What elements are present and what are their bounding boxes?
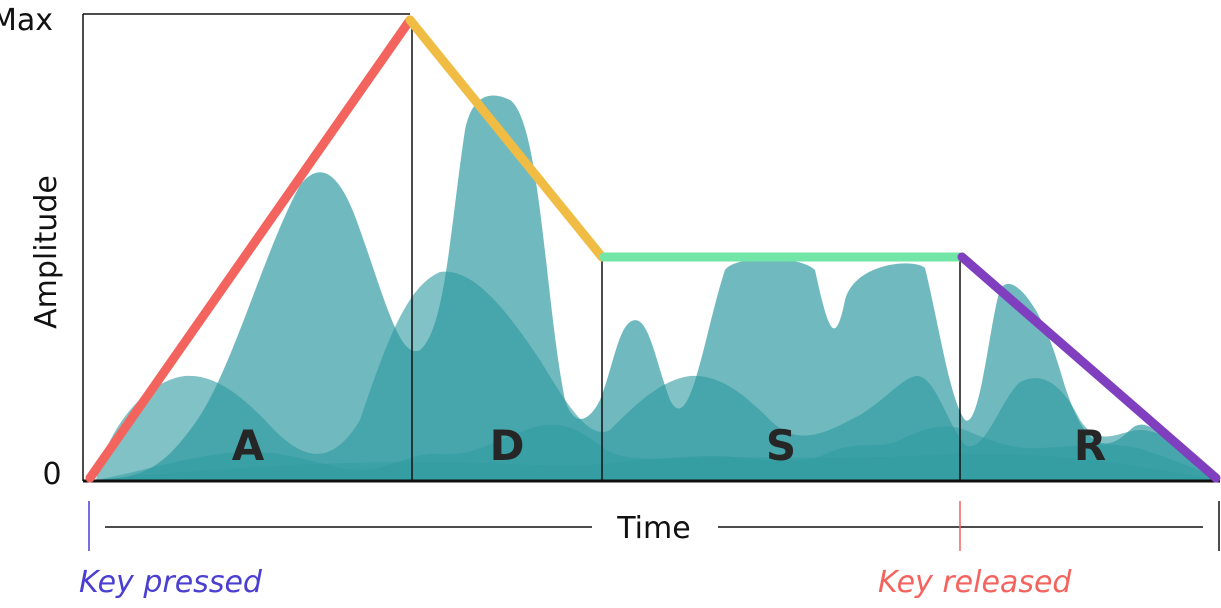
attack-segment <box>85 15 415 483</box>
release-segment <box>957 252 1221 483</box>
time-axis: Time <box>105 501 1220 551</box>
y-max-label: Max <box>0 3 53 38</box>
wave-layer-small <box>96 424 1218 480</box>
phase-label-sustain: S <box>766 421 796 470</box>
decay-segment <box>405 15 607 262</box>
key-released-label: Key released <box>878 565 1072 600</box>
time-axis-title: Time <box>616 511 690 546</box>
key-pressed-label: Key pressed <box>79 565 263 600</box>
waveform-layers <box>96 95 1218 481</box>
frame <box>82 13 961 481</box>
y-axis-title: Amplitude <box>29 175 64 329</box>
y-min-label: 0 <box>42 457 61 492</box>
phase-label-decay: D <box>490 421 525 470</box>
envelope <box>85 15 1221 483</box>
phase-label-attack: A <box>232 421 265 470</box>
phase-label-release: R <box>1074 421 1106 470</box>
wave-layer-floor <box>96 453 1218 480</box>
